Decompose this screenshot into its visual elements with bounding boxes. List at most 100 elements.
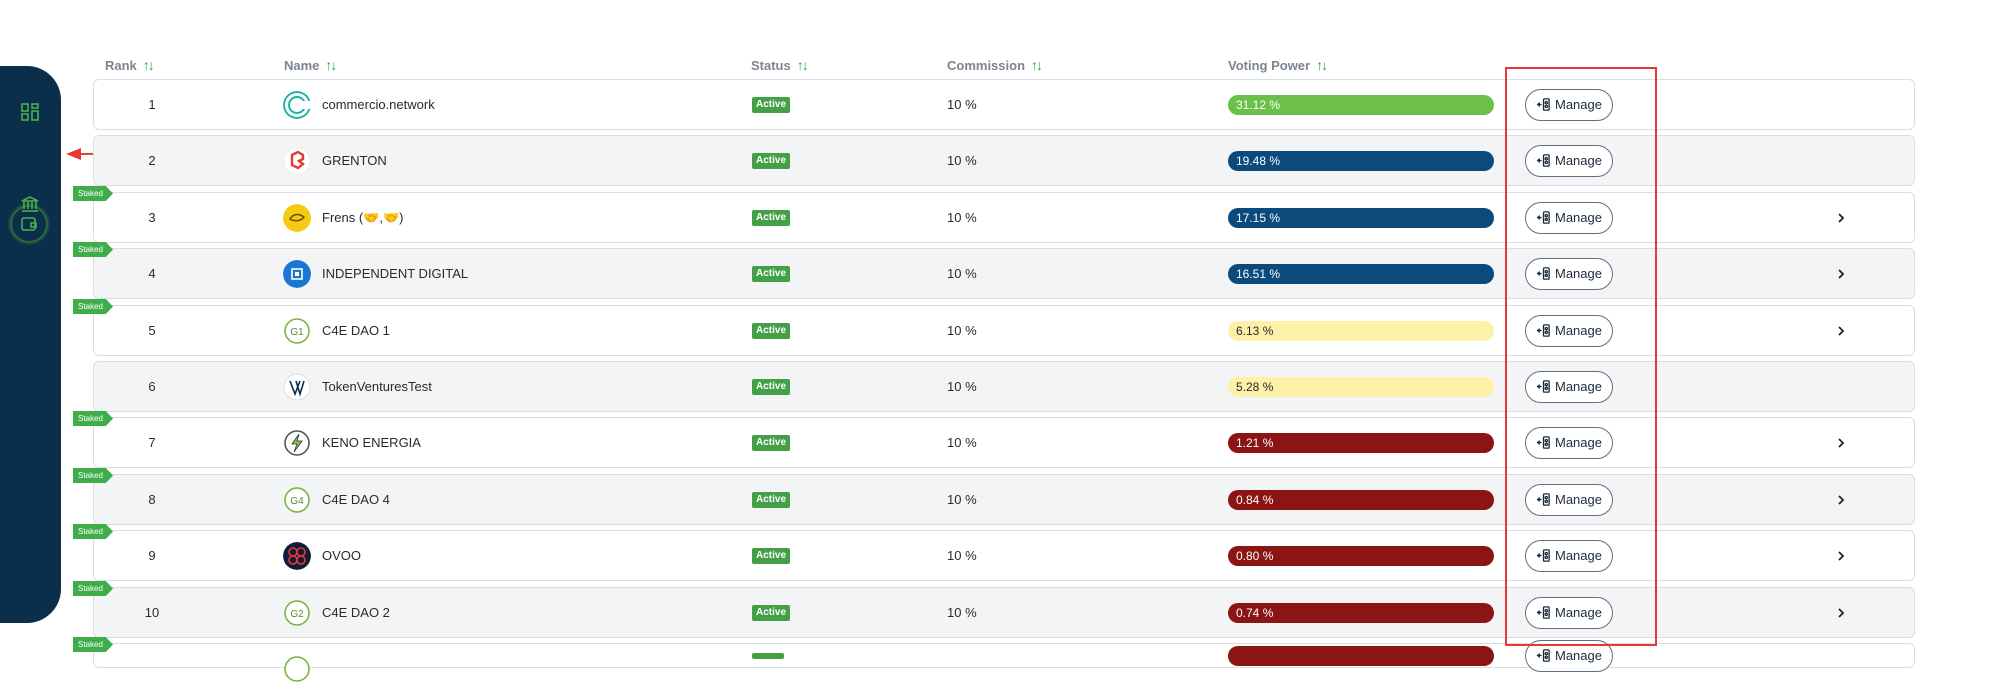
chevron-right-icon[interactable] xyxy=(1831,249,1851,298)
manage-button[interactable]: Manage xyxy=(1525,88,1613,121)
validator-name[interactable]: commercio.network xyxy=(322,97,435,112)
status-cell: Active xyxy=(752,418,791,467)
validator-name[interactable]: Frens (🤝,🤝) xyxy=(322,209,404,225)
transfer-icon xyxy=(1536,549,1550,562)
table-row[interactable]: 3 Frens (🤝,🤝) Active 10 % 17.15 % Manage xyxy=(93,192,1915,243)
manage-cell: Manage xyxy=(1525,639,1613,672)
voting-power-cell: 31.12 % xyxy=(1228,80,1494,129)
voting-power-bar: 6.13 % xyxy=(1228,320,1494,341)
chevron-right-icon[interactable] xyxy=(1831,475,1851,524)
status-badge: Active xyxy=(752,491,791,508)
status-cell: Active xyxy=(752,531,791,580)
manage-button[interactable]: Manage xyxy=(1525,144,1613,177)
voting-power-cell: 0.74 % xyxy=(1228,588,1494,637)
manage-button[interactable]: Manage xyxy=(1525,539,1613,572)
manage-cell: Manage xyxy=(1525,531,1613,580)
commission-cell: 10 % xyxy=(947,548,977,563)
voting-power-bar: 5.28 % xyxy=(1228,376,1494,397)
rank-cell: 6 xyxy=(148,379,156,394)
validator-name[interactable]: C4E DAO 4 xyxy=(322,492,390,507)
chevron-right-icon[interactable] xyxy=(1831,306,1851,355)
commission-cell: 10 % xyxy=(947,153,977,168)
validator-name[interactable]: GRENTON xyxy=(322,153,387,168)
staked-tag: Staked xyxy=(73,411,113,426)
chevron-right-icon[interactable] xyxy=(1831,531,1851,580)
table-row[interactable]: 1 commercio.network Active 10 % 31.12 % … xyxy=(93,79,1915,130)
header-rank[interactable]: Rank ↑↓ xyxy=(105,57,155,73)
ovoo-logo-icon xyxy=(283,542,311,570)
table-row[interactable]: 8 G4 C4E DAO 4 Active 10 % 0.84 % Manage xyxy=(93,474,1915,525)
rank-cell: 9 xyxy=(148,548,156,563)
manage-button[interactable]: Manage xyxy=(1525,201,1613,234)
transfer-icon xyxy=(1536,98,1550,111)
manage-button[interactable]: Manage xyxy=(1525,639,1613,672)
voting-power-cell: 0.84 % xyxy=(1228,475,1494,524)
status-cell: Active xyxy=(752,362,791,411)
validator-name[interactable]: C4E DAO 1 xyxy=(322,323,390,338)
rank-cell: 1 xyxy=(148,97,156,112)
table-row[interactable]: 9 OVOO Active 10 % 0.80 % Manage xyxy=(93,530,1915,581)
status-badge: Active xyxy=(752,209,791,226)
manage-label: Manage xyxy=(1555,648,1602,663)
staked-tag: Staked xyxy=(73,468,113,483)
manage-button[interactable]: Manage xyxy=(1525,483,1613,516)
c4e-dao-logo-icon xyxy=(283,655,311,683)
voting-power-cell xyxy=(1228,644,1494,667)
commission-cell: 10 % xyxy=(947,266,977,281)
commission-cell: 10 % xyxy=(947,210,977,225)
sort-icon[interactable]: ↑↓ xyxy=(325,57,337,73)
sort-icon[interactable]: ↑↓ xyxy=(796,57,809,73)
validator-name[interactable]: OVOO xyxy=(322,548,362,563)
status-badge xyxy=(752,652,784,659)
bank-icon[interactable] xyxy=(18,192,42,216)
status-cell xyxy=(752,644,784,667)
status-badge: Active xyxy=(752,265,791,282)
status-cell: Active xyxy=(752,193,791,242)
voting-power-cell: 17.15 % xyxy=(1228,193,1494,242)
sort-icon[interactable]: ↑↓ xyxy=(142,57,155,73)
sort-icon[interactable]: ↑↓ xyxy=(1031,57,1043,73)
table-row[interactable]: 6 TokenVenturesTest Active 10 % 5.28 % M… xyxy=(93,361,1915,412)
table-row[interactable]: 2 GRENTON Active 10 % 19.48 % Manage xyxy=(93,135,1915,186)
manage-button[interactable]: Manage xyxy=(1525,314,1613,347)
chevron-right-icon[interactable] xyxy=(1831,193,1851,242)
manage-button[interactable]: Manage xyxy=(1525,257,1613,290)
table-header: Rank ↑↓ Name ↑↓ Status ↑↓ Commission ↑↓ … xyxy=(0,57,1999,73)
manage-label: Manage xyxy=(1555,492,1602,507)
manage-button[interactable]: Manage xyxy=(1525,596,1613,629)
wallet-icon[interactable] xyxy=(10,205,48,243)
staked-tag: Staked xyxy=(73,299,113,314)
staked-tag: Staked xyxy=(73,186,113,201)
dashboard-grid-icon[interactable] xyxy=(18,100,42,124)
table-row[interactable]: 10 G2 C4E DAO 2 Active 10 % 0.74 % Manag… xyxy=(93,587,1915,638)
status-cell: Active xyxy=(752,80,791,129)
validator-name[interactable]: TokenVenturesTest xyxy=(322,379,432,394)
header-status[interactable]: Status ↑↓ xyxy=(751,57,809,73)
voting-power-bar: 16.51 % xyxy=(1228,263,1494,284)
voting-power-bar: 0.80 % xyxy=(1228,545,1494,566)
chevron-right-icon[interactable] xyxy=(1831,418,1851,467)
staked-tag: Staked xyxy=(73,581,113,596)
keno-energia-logo-icon xyxy=(283,429,311,457)
manage-button[interactable]: Manage xyxy=(1525,370,1613,403)
table-row[interactable]: 5 G1 C4E DAO 1 Active 10 % 6.13 % Manage xyxy=(93,305,1915,356)
status-cell: Active xyxy=(752,306,791,355)
header-voting-power[interactable]: Voting Power ↑↓ xyxy=(1228,57,1328,73)
staked-tag: Staked xyxy=(73,637,113,652)
commission-cell: 10 % xyxy=(947,435,977,450)
sort-icon[interactable]: ↑↓ xyxy=(1316,57,1328,73)
manage-label: Manage xyxy=(1555,323,1602,338)
validator-name[interactable]: KENO ENERGIA xyxy=(322,435,421,450)
validator-name[interactable]: INDEPENDENT DIGITAL xyxy=(322,266,469,281)
frens-logo-icon xyxy=(283,204,311,232)
header-name[interactable]: Name ↑↓ xyxy=(284,57,337,73)
rank-cell: 5 xyxy=(148,323,156,338)
rank-cell: 2 xyxy=(148,153,156,168)
table-row[interactable]: Manage xyxy=(93,639,1915,682)
table-row[interactable]: 4 INDEPENDENT DIGITAL Active 10 % 16.51 … xyxy=(93,248,1915,299)
header-commission[interactable]: Commission ↑↓ xyxy=(947,57,1043,73)
validator-name[interactable]: C4E DAO 2 xyxy=(322,605,390,620)
manage-button[interactable]: Manage xyxy=(1525,426,1613,459)
table-row[interactable]: 7 KENO ENERGIA Active 10 % 1.21 % Manage xyxy=(93,417,1915,468)
chevron-right-icon[interactable] xyxy=(1831,588,1851,637)
